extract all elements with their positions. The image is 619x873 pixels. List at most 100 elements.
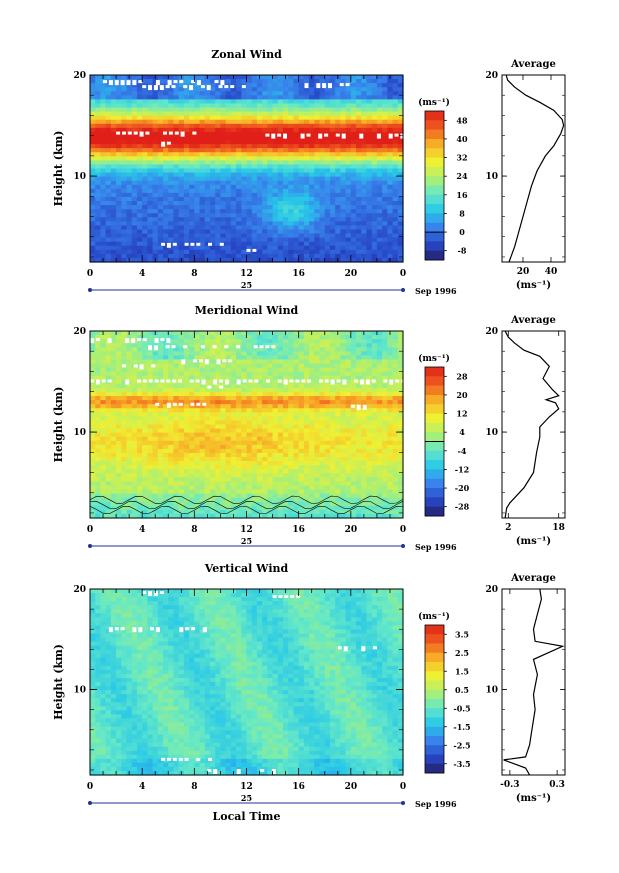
heatmap-cell [147, 107, 154, 113]
heatmap-cell [90, 144, 96, 149]
heatmap-cell [241, 213, 248, 218]
heatmap-cell [204, 156, 211, 161]
heatmap-cell [100, 367, 107, 373]
heatmap-cell [345, 205, 352, 210]
heatmap-cell [397, 221, 404, 227]
heatmap-cell [220, 513, 227, 519]
heatmap-cell [110, 416, 117, 422]
heatmap-cell [131, 144, 138, 149]
heatmap-cell [319, 237, 326, 243]
heatmap-cell [241, 79, 248, 84]
heatmap-cell [147, 95, 154, 100]
heatmap-cell [246, 355, 253, 361]
heatmap-cell [163, 493, 169, 499]
missing-data [246, 248, 251, 252]
heatmap-cell [230, 436, 237, 442]
heatmap-cell [230, 229, 237, 235]
heatmap-cell [277, 436, 284, 442]
x-tick-label: 4 [139, 269, 145, 279]
heatmap-cell [199, 448, 206, 454]
heatmap-cell [225, 440, 232, 446]
heatmap-cell [189, 152, 195, 157]
heatmap-cell [90, 359, 96, 365]
heatmap-cell [116, 229, 122, 235]
heatmap-cell [230, 99, 237, 105]
heatmap-cell [110, 440, 117, 446]
heatmap-cell [126, 412, 133, 417]
heatmap-cell [283, 83, 289, 88]
heatmap-cell [283, 489, 289, 495]
missing-data [252, 248, 257, 252]
heatmap-cell [110, 209, 117, 214]
heatmap-cell [168, 400, 175, 405]
heatmap-cell [189, 440, 195, 446]
heatmap-cell [309, 83, 315, 88]
heatmap-cell [194, 164, 201, 170]
heatmap-cell [376, 144, 383, 149]
heatmap-cell [371, 184, 378, 190]
heatmap-cell [121, 253, 128, 259]
heatmap-cell [152, 473, 159, 478]
heatmap-cell [277, 83, 284, 88]
heatmap-cell [356, 237, 362, 243]
heatmap-cell [241, 391, 248, 397]
heatmap-cell [267, 123, 274, 129]
heatmap-cell [183, 107, 190, 113]
heatmap-cell [157, 91, 164, 96]
heatmap-cell [267, 253, 274, 259]
heatmap-cell [100, 481, 107, 487]
heatmap-cell [178, 107, 185, 113]
heatmap-cell [230, 131, 237, 137]
heatmap-cell [288, 172, 295, 178]
heatmap-cell [314, 164, 321, 170]
heatmap-cell [251, 339, 258, 344]
heatmap-cell [194, 493, 201, 499]
heatmap-cell [319, 168, 326, 174]
heatmap-cell [209, 196, 216, 202]
heatmap-cell [90, 123, 96, 129]
heatmap-cell [246, 257, 253, 263]
heatmap-cell [241, 217, 248, 222]
heatmap-cell [283, 249, 289, 255]
heatmap-cell [303, 140, 310, 145]
missing-data [166, 242, 171, 248]
heatmap-cell [288, 188, 295, 194]
heatmap-cell [121, 249, 128, 255]
heatmap-cell [267, 428, 274, 434]
heatmap-cell [340, 87, 347, 92]
heatmap-cell [277, 465, 284, 470]
heatmap-cell [136, 404, 143, 409]
heatmap-cell [236, 221, 242, 227]
heatmap-cell [105, 115, 112, 121]
heatmap-cell [236, 367, 242, 373]
heatmap-cell [163, 400, 169, 405]
heatmap-cell [194, 156, 201, 161]
heatmap-cell [236, 509, 242, 515]
heatmap-cell [298, 172, 305, 178]
heatmap-cell [324, 205, 331, 210]
heatmap-cell [298, 245, 305, 251]
heatmap-cell [298, 505, 305, 511]
heatmap-cell [126, 196, 133, 202]
heatmap-cell [251, 180, 258, 186]
heatmap-cell [178, 489, 185, 495]
heatmap-cell [131, 347, 138, 352]
heatmap-cell [105, 400, 112, 405]
heatmap-cell [303, 148, 310, 153]
heatmap-cell [100, 188, 107, 194]
heatmap-cell [100, 172, 107, 178]
heatmap-cell [256, 123, 263, 129]
heatmap-cell [366, 119, 373, 125]
heatmap-cell [272, 367, 279, 373]
heatmap-cell [324, 229, 331, 235]
heatmap-cell [225, 237, 232, 243]
heatmap-cell [157, 408, 164, 413]
heatmap-cell [168, 424, 175, 430]
heatmap-cell [220, 387, 227, 393]
heatmap-cell [267, 188, 274, 194]
heatmap-cell [173, 375, 180, 381]
heatmap-cell [225, 192, 232, 198]
heatmap-cell [189, 172, 195, 178]
heatmap-cell [173, 245, 180, 251]
heatmap-cell [100, 107, 107, 113]
